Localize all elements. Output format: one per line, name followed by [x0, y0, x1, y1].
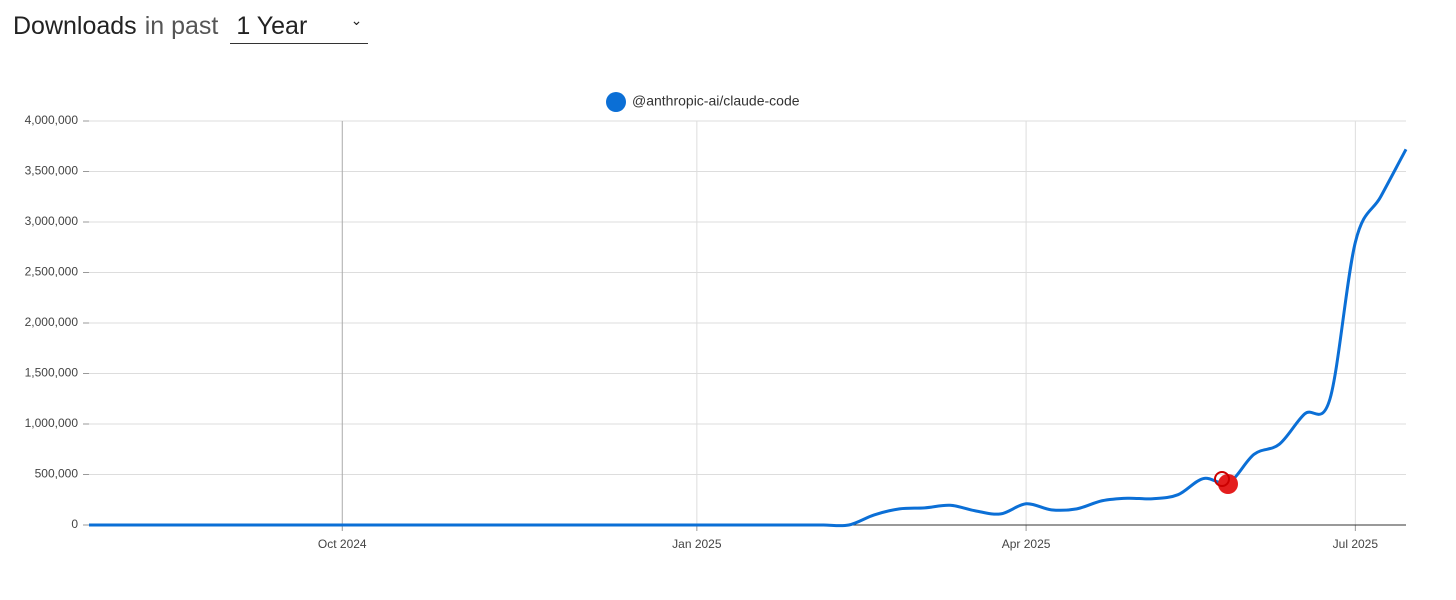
y-tick-label: 2,000,000: [25, 315, 79, 329]
x-tick-label: Oct 2024: [318, 537, 367, 551]
y-tick-label: 3,500,000: [25, 164, 79, 178]
y-tick-label: 3,000,000: [25, 214, 79, 228]
x-tick-label: Apr 2025: [1002, 537, 1051, 551]
legend-label: @anthropic-ai/claude-code: [632, 93, 800, 109]
series-line: [89, 148, 1408, 528]
y-tick-label: 0: [71, 517, 78, 531]
period-select[interactable]: 1 Year ⌄: [230, 12, 369, 44]
x-tick-label: Jan 2025: [672, 537, 722, 551]
y-tick-label: 4,000,000: [25, 113, 79, 127]
x-tick-label: Jul 2025: [1333, 537, 1379, 551]
y-tick-label: 500,000: [35, 467, 79, 481]
header-title: Downloads: [13, 12, 137, 40]
y-tick-label: 1,500,000: [25, 366, 79, 380]
chevron[interactable]: ⌄: [350, 12, 363, 28]
y-tick-label: 2,500,000: [25, 265, 79, 279]
header: Downloads in past 1 Year ⌄: [13, 12, 369, 44]
y-tick-label: 1,000,000: [25, 416, 79, 430]
plot: 0 500,000 1,000,000 1,500,000 2,000,000 2,500…: [25, 92, 1408, 551]
scribble: [1214, 471, 1230, 487]
annotation-scribble: [1214, 471, 1238, 494]
period-value[interactable]: 1 Year: [236, 12, 308, 40]
legend-marker: [606, 92, 626, 112]
header-connector: in past: [144, 12, 219, 40]
